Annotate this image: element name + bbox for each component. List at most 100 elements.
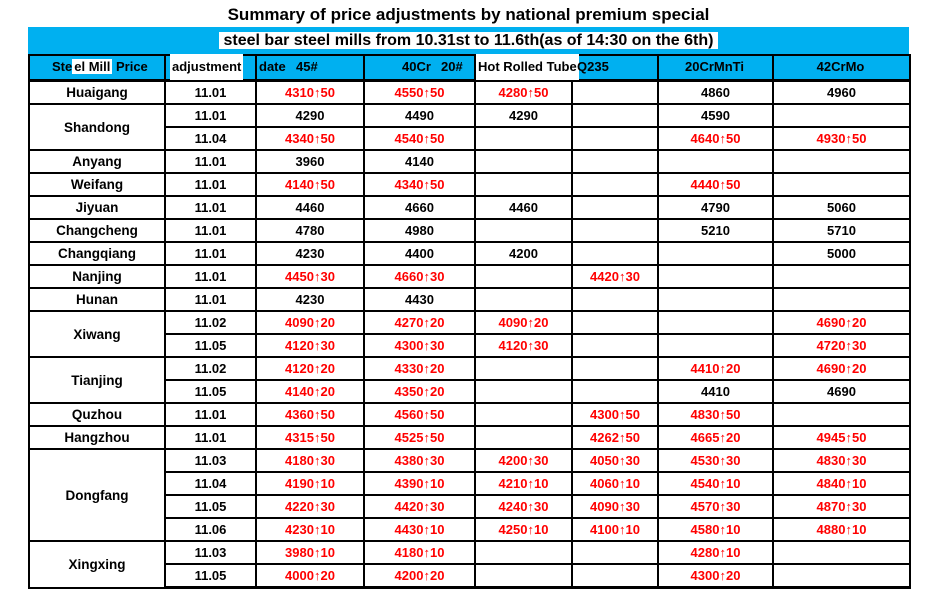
price-cell: 4960 [772, 79, 911, 105]
price-cell [657, 241, 774, 266]
price-cell: 4690↑20 [772, 310, 911, 335]
date-cell: 11.01 [164, 402, 257, 427]
price-cell: 4460 [474, 195, 573, 220]
date-cell: 11.05 [164, 494, 257, 519]
table-title-line2: steel bar steel mills from 10.31st to 11… [218, 32, 719, 49]
price-cell: 4945↑50 [772, 425, 911, 450]
date-cell: 11.01 [164, 172, 257, 197]
price-cell: 4100↑10 [571, 517, 659, 542]
price-cell: 5210 [657, 218, 774, 243]
price-cell: 4120↑30 [255, 333, 365, 358]
header-cell-45 [255, 54, 365, 82]
price-cell: 4720↑30 [772, 333, 911, 358]
price-cell: 4180↑30 [255, 448, 365, 473]
price-cell [657, 310, 774, 335]
mill-cell: Shandong [28, 103, 166, 151]
table-row: Hangzhou 11.01 4315↑50 4525↑50 4262↑50 4665↑2… [28, 425, 911, 450]
price-cell [474, 264, 573, 289]
price-cell: 4430↑10 [363, 517, 476, 542]
price-cell [571, 310, 659, 335]
table-row: 11.05 4140↑20 4350↑20 4410 4690 [29, 379, 911, 404]
price-cell: 4000↑20 [255, 563, 365, 589]
price-cell [474, 379, 573, 404]
price-cell: 4300↑50 [571, 402, 659, 427]
price-cell [474, 287, 573, 312]
table-row: Weifang 11.01 4140↑50 4340↑50 4440↑50 [28, 172, 911, 197]
price-cell [571, 195, 659, 220]
price-cell: 4230 [255, 241, 365, 266]
date-cell: 11.02 [164, 310, 257, 335]
price-cell: 4330↑20 [363, 356, 476, 381]
header-cell-20-tube [474, 54, 573, 82]
price-cell [571, 172, 659, 197]
table-row: 11.06 4230↑10 4430↑10 4250↑10 4100↑10 4580↑10… [29, 517, 911, 542]
price-cell [657, 333, 774, 358]
price-cell: 4840↑10 [772, 471, 911, 496]
price-cell: 4830↑50 [657, 402, 774, 427]
price-cell: 4050↑30 [571, 448, 659, 473]
price-cell: 4450↑30 [255, 264, 365, 289]
table-row: Quzhou 11.01 4360↑50 4560↑50 4300↑50 4830↑50 [28, 402, 911, 427]
mill-cell: Quzhou [28, 402, 166, 427]
price-cell: 4180↑10 [363, 540, 476, 565]
price-cell [772, 264, 911, 289]
price-cell [657, 264, 774, 289]
table-body: Huaigang 11.01 4310↑50 4550↑50 4280↑50 4860 49… [28, 79, 911, 589]
price-cell [772, 103, 911, 128]
price-cell: 4530↑30 [657, 448, 774, 473]
table-row: 11.05 4220↑30 4420↑30 4240↑30 4090↑30 4570↑30… [29, 494, 911, 519]
price-cell: 4262↑50 [571, 425, 659, 450]
price-cell: 4790 [657, 195, 774, 220]
price-cell: 4420↑30 [571, 264, 659, 289]
date-cell: 11.01 [164, 79, 257, 105]
price-cell [772, 287, 911, 312]
price-cell: 4440↑50 [657, 172, 774, 197]
mill-cell: Anyang [28, 149, 166, 174]
price-cell [571, 149, 659, 174]
mill-cell: Hunan [28, 287, 166, 312]
price-cell: 4660↑30 [363, 264, 476, 289]
price-cell: 5710 [772, 218, 911, 243]
price-cell: 4980 [363, 218, 476, 243]
header-cell-q235 [571, 54, 659, 82]
mill-cell: Weifang [28, 172, 166, 197]
price-cell: 4410↑20 [657, 356, 774, 381]
mill-cell: Tianjing [28, 356, 166, 404]
price-cell: 4420↑30 [363, 494, 476, 519]
table-header [28, 54, 911, 82]
table-row: Changcheng 11.01 4780 4980 5210 5710 [28, 218, 911, 243]
price-cell: 4340↑50 [363, 172, 476, 197]
date-cell: 11.05 [164, 333, 257, 358]
price-cell: 4360↑50 [255, 402, 365, 427]
price-cell: 4780 [255, 218, 365, 243]
price-cell: 4200↑20 [363, 563, 476, 589]
price-cell: 4300↑30 [363, 333, 476, 358]
date-cell: 11.02 [164, 356, 257, 381]
table-title-line1: Summary of price adjustments by national… [227, 5, 710, 24]
table-row: 11.05 4120↑30 4300↑30 4120↑30 4720↑30 [29, 333, 911, 358]
price-cell: 4550↑50 [363, 79, 476, 105]
table-row: Anyang 11.01 3960 4140 [28, 149, 911, 174]
price-cell: 4090↑30 [571, 494, 659, 519]
date-cell: 11.05 [164, 563, 257, 589]
header-row [28, 54, 911, 82]
price-cell: 4210↑10 [474, 471, 573, 496]
price-cell: 5000 [772, 241, 911, 266]
table-row: 11.04 4340↑50 4540↑50 4640↑50 4930↑50 [29, 126, 911, 151]
date-cell: 11.03 [164, 448, 257, 473]
price-cell: 4060↑10 [571, 471, 659, 496]
price-cell [474, 149, 573, 174]
price-cell: 4860 [657, 79, 774, 105]
table-row: Changqiang 11.01 4230 4400 4200 5000 [28, 241, 911, 266]
date-cell: 11.01 [164, 195, 257, 220]
price-cell [474, 356, 573, 381]
mill-cell: Jiyuan [28, 195, 166, 220]
price-cell: 4230 [255, 287, 365, 312]
table-row: Jiyuan 11.01 4460 4660 4460 4790 5060 [28, 195, 911, 220]
table-row: Huaigang 11.01 4310↑50 4550↑50 4280↑50 4860 49… [28, 79, 911, 105]
price-cell: 4230↑10 [255, 517, 365, 542]
header-cell-42crmo [772, 54, 911, 82]
price-cell [474, 126, 573, 151]
price-cell [474, 425, 573, 450]
